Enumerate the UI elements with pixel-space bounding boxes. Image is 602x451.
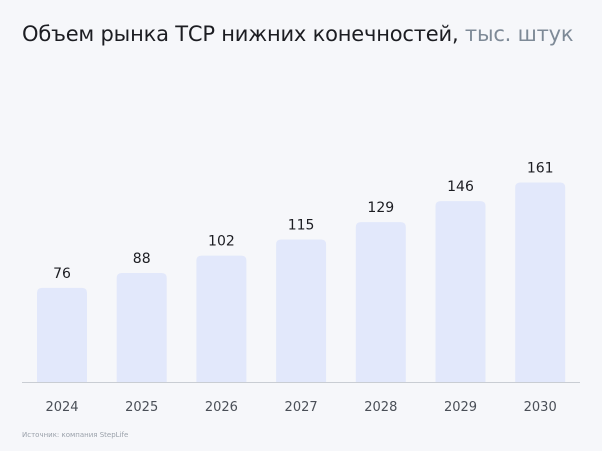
x-tick-label-2030: 2030: [524, 400, 557, 415]
bar-2027: [276, 239, 327, 382]
data-label-2030: 161: [527, 161, 554, 177]
x-tick-label-2025: 2025: [125, 400, 158, 415]
chart-title-main: Объем рынка ТСР нижних конечностей,: [22, 22, 459, 46]
bar-2030: [515, 182, 566, 382]
data-label-2027: 115: [288, 218, 315, 234]
bar-2029: [435, 201, 486, 382]
bar-2024: [37, 287, 87, 382]
bar-2025: [116, 272, 167, 382]
data-label-2029: 146: [447, 179, 474, 195]
x-tick-label-2028: 2028: [364, 400, 397, 415]
source-note: Источник: компания StepLife: [22, 431, 129, 439]
data-label-2025: 88: [133, 251, 151, 267]
chart-title-unit: тыс. штук: [464, 22, 574, 46]
x-tick-label-2029: 2029: [444, 400, 477, 415]
x-tick-label-2027: 2027: [285, 400, 318, 415]
bar-2028: [355, 222, 406, 382]
data-label-2026: 102: [208, 234, 235, 250]
x-tick-label-2026: 2026: [205, 400, 238, 415]
chart-title: Объем рынка ТСР нижних конечностей, тыс.…: [22, 20, 574, 48]
x-tick-label-2024: 2024: [45, 400, 78, 415]
bar-2026: [196, 255, 247, 382]
data-label-2024: 76: [53, 266, 71, 282]
data-label-2028: 129: [367, 200, 394, 216]
